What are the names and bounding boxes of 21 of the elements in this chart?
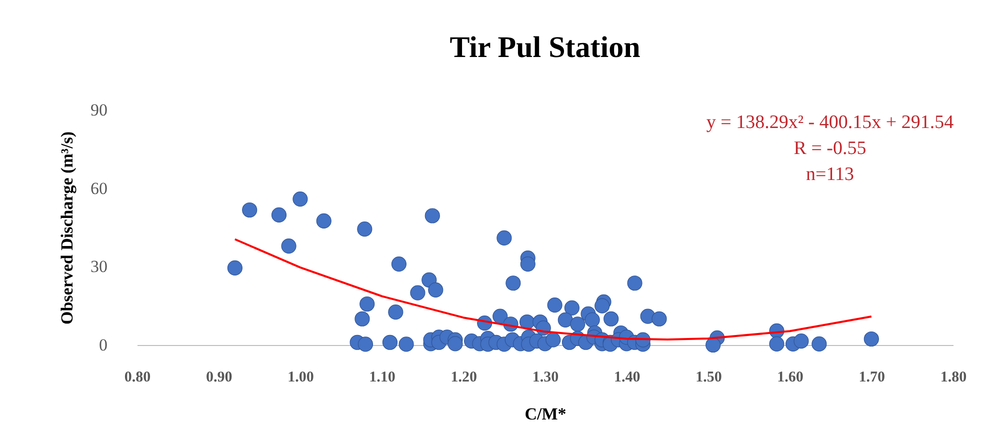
x-tick-label: 0.80 <box>124 370 151 386</box>
annotation: n=113 <box>806 164 854 185</box>
y-tick-label: 0 <box>99 336 108 354</box>
y-tick-label: 60 <box>90 178 108 198</box>
x-tick-label: 1.70 <box>858 370 886 386</box>
x-tick-label: 1.40 <box>614 370 640 386</box>
x-tick-label: 1.00 <box>288 370 314 386</box>
x-tick-label: 1.60 <box>777 370 804 386</box>
annotation: y = 138.29x² - 400.15x + 291.54 <box>706 112 954 133</box>
x-tick-label: 1.80 <box>940 370 967 386</box>
y-axis-title: Observed Discharge (m³/s) <box>58 131 76 325</box>
x-tick-label: 0.90 <box>206 370 232 386</box>
y-tick-label: 30 <box>90 257 108 276</box>
x-tick-label: 1.50 <box>696 370 722 386</box>
x-tick-label: 1.20 <box>450 370 478 386</box>
x-tick-label: 1.10 <box>369 370 396 386</box>
x-axis-title: C/M* <box>524 404 566 424</box>
chart-title: Tir Pul Station <box>450 31 641 64</box>
x-tick-label: 1.30 <box>532 370 559 386</box>
annotation: R = -0.55 <box>794 138 866 159</box>
y-tick-label: 90 <box>90 100 108 120</box>
